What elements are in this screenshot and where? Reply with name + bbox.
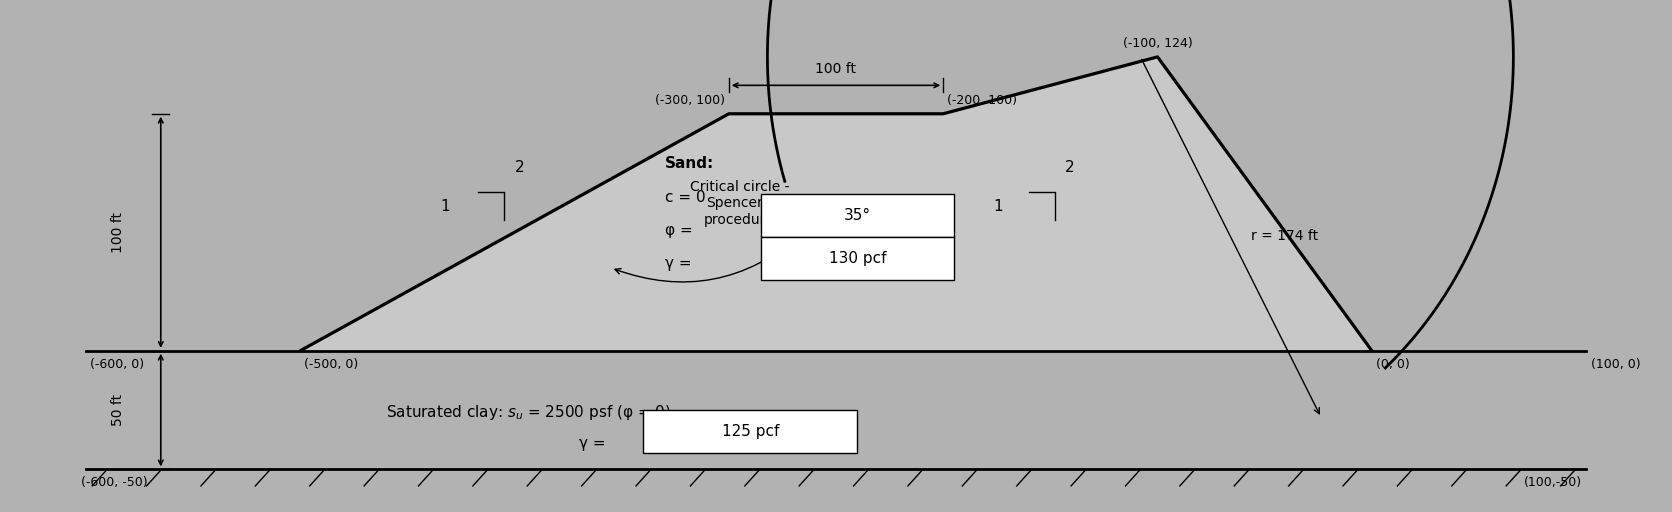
FancyBboxPatch shape xyxy=(761,237,955,280)
Text: φ =: φ = xyxy=(664,223,692,238)
Text: 2: 2 xyxy=(1065,160,1075,176)
Text: (0, 0): (0, 0) xyxy=(1376,358,1409,371)
Text: (-300, 100): (-300, 100) xyxy=(654,94,724,106)
Text: (-100, 124): (-100, 124) xyxy=(1122,37,1192,50)
Text: 100 ft: 100 ft xyxy=(816,62,856,76)
Text: (-200, 100): (-200, 100) xyxy=(948,94,1018,106)
Text: (100,-50): (100,-50) xyxy=(1523,477,1582,489)
Text: Saturated clay: $s_u$ = 2500 psf (φ = 0): Saturated clay: $s_u$ = 2500 psf (φ = 0) xyxy=(386,403,670,422)
Text: Sand:: Sand: xyxy=(664,157,714,172)
Text: γ =: γ = xyxy=(579,436,605,451)
Text: (-600, 0): (-600, 0) xyxy=(90,358,144,371)
Text: 130 pcf: 130 pcf xyxy=(829,251,886,266)
Polygon shape xyxy=(299,57,1373,351)
Text: 125 pcf: 125 pcf xyxy=(722,424,779,439)
FancyBboxPatch shape xyxy=(761,195,955,237)
FancyBboxPatch shape xyxy=(644,410,858,453)
Text: 50 ft: 50 ft xyxy=(110,394,125,426)
Text: (100, 0): (100, 0) xyxy=(1590,358,1640,371)
Text: 35°: 35° xyxy=(844,208,871,223)
Text: 1: 1 xyxy=(440,199,450,214)
Text: Critical circle -
Spencer's
procedure: Critical circle - Spencer's procedure xyxy=(691,180,789,226)
Text: r = 174 ft: r = 174 ft xyxy=(1251,229,1318,243)
Text: γ =: γ = xyxy=(664,256,691,271)
Text: 100 ft: 100 ft xyxy=(110,212,125,253)
Text: (-500, 0): (-500, 0) xyxy=(304,358,358,371)
Text: (-600, -50): (-600, -50) xyxy=(82,477,149,489)
Text: c = 0: c = 0 xyxy=(664,189,706,205)
Text: 1: 1 xyxy=(993,199,1003,214)
Text: 2: 2 xyxy=(515,160,523,176)
